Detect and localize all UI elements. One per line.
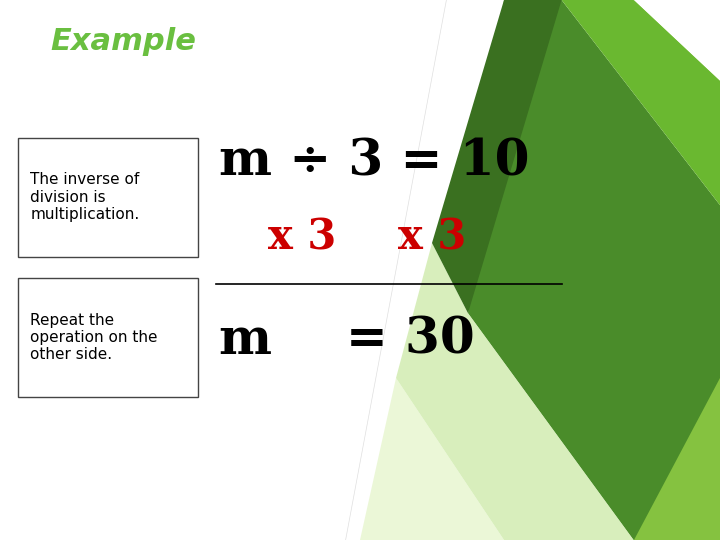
Polygon shape	[396, 243, 634, 540]
Polygon shape	[468, 0, 720, 540]
Text: x 3: x 3	[398, 217, 466, 259]
Polygon shape	[432, 0, 562, 313]
Text: = 30: = 30	[346, 316, 474, 364]
Text: Repeat the
operation on the
other side.: Repeat the operation on the other side.	[30, 313, 158, 362]
Polygon shape	[634, 0, 720, 205]
Text: m: m	[218, 316, 271, 364]
Polygon shape	[360, 378, 504, 540]
Polygon shape	[562, 0, 720, 205]
FancyBboxPatch shape	[18, 138, 198, 256]
Polygon shape	[634, 378, 720, 540]
FancyBboxPatch shape	[18, 278, 198, 397]
Text: m ÷ 3 = 10: m ÷ 3 = 10	[219, 138, 530, 186]
Text: The inverse of
division is
multiplication.: The inverse of division is multiplicatio…	[30, 172, 140, 222]
Text: Example: Example	[50, 27, 197, 56]
Text: x 3: x 3	[269, 217, 336, 259]
